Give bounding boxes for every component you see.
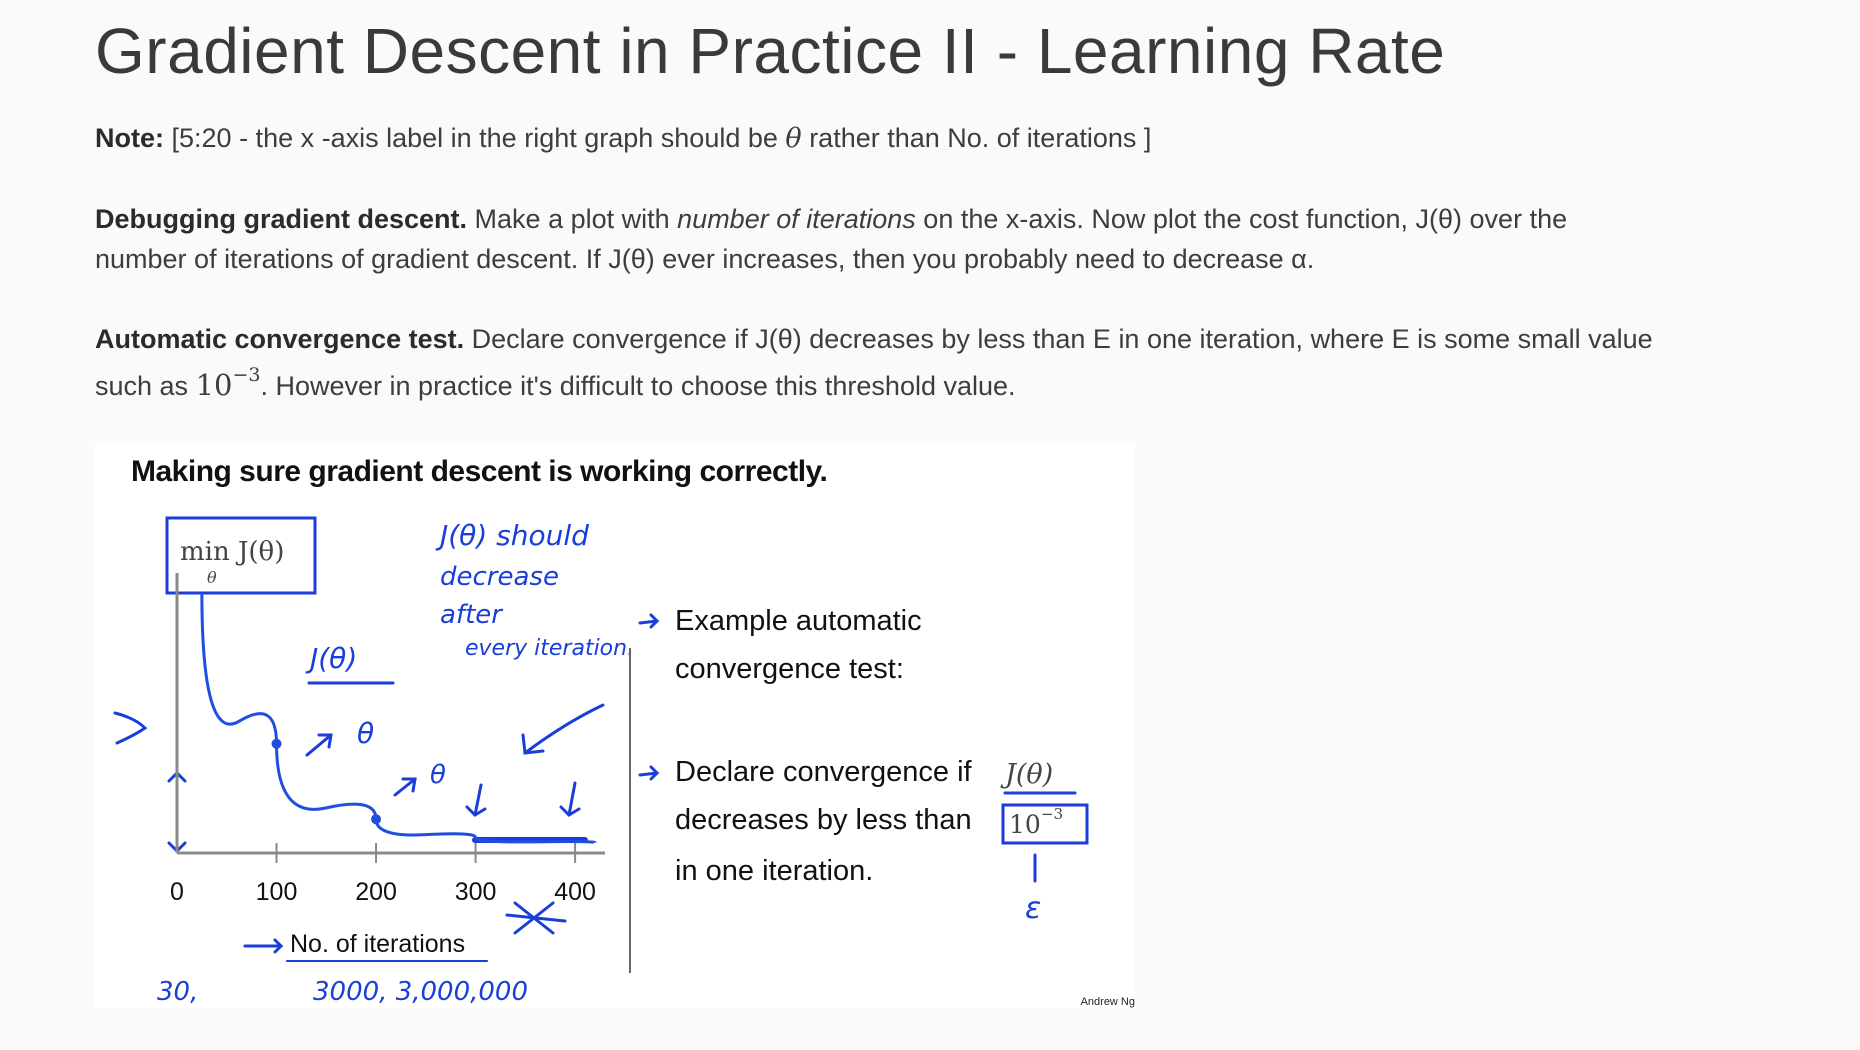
debugging-label: Debugging gradient descent. bbox=[95, 204, 468, 234]
x-tick-label: 400 bbox=[554, 878, 596, 906]
curve-point bbox=[371, 814, 382, 825]
right-arrow-2 bbox=[638, 771, 659, 777]
right-arrow-1-head bbox=[649, 613, 660, 629]
chart-axes bbox=[175, 573, 605, 855]
x-tick-label: 300 bbox=[455, 878, 497, 906]
handwritten-annotation: J(θ) should decrease after every iterati… bbox=[157, 519, 1041, 1007]
iterations-chart: 0 100 200 300 400 bbox=[170, 573, 605, 906]
note-text-before: [5:20 - the x -axis label in the right g… bbox=[171, 123, 778, 153]
hw-bottom: 30, bbox=[157, 977, 198, 1007]
hw-top-3: after bbox=[440, 600, 504, 630]
x-tick-label: 0 bbox=[170, 878, 184, 906]
hw-theta-2: θ bbox=[430, 760, 446, 790]
hw-top-1: J(θ) should bbox=[435, 519, 589, 552]
hw-theta-1: θ bbox=[357, 717, 374, 750]
debugging-emphasis: number of iterations bbox=[677, 204, 916, 234]
debugging-text-1: Make a plot with bbox=[474, 204, 670, 234]
hw-big-arrow-head bbox=[521, 733, 545, 755]
left-arrow-mark bbox=[113, 711, 148, 745]
convergence-label: Automatic convergence test. bbox=[95, 324, 465, 354]
convergence-base: 10 bbox=[195, 368, 233, 402]
debugging-paragraph: Debugging gradient descent. Make a plot … bbox=[95, 199, 1815, 279]
x-tick-label: 100 bbox=[256, 878, 298, 906]
hw-curve-label: J(θ) bbox=[305, 642, 357, 675]
hw-bottom-2: 3000, 3,000,000 bbox=[313, 977, 528, 1007]
cost-curve bbox=[200, 592, 597, 845]
min-j-sub: θ bbox=[207, 568, 217, 587]
x-tick-label: 200 bbox=[355, 878, 397, 906]
right-text-1: Example automatic bbox=[675, 605, 922, 637]
xlabel-arrow-head bbox=[273, 938, 284, 954]
right-text-5: in one iteration. bbox=[675, 855, 874, 887]
slide-heading: Making sure gradient descent is working … bbox=[131, 455, 828, 488]
note-text-after: rather than No. of iterations ] bbox=[809, 123, 1152, 153]
right-text-3: Declare convergence if bbox=[675, 756, 972, 788]
page-title: Gradient Descent in Practice II - Learni… bbox=[95, 15, 1446, 87]
convergence-text-3: . However in practice it's difficult to … bbox=[260, 371, 1016, 401]
right-text-2: convergence test: bbox=[675, 653, 904, 685]
right-text-4: decreases by less than bbox=[675, 804, 972, 836]
credit-text: Andrew Ng bbox=[1080, 996, 1135, 1008]
convergence-paragraph: Automatic convergence test. Declare conv… bbox=[95, 319, 1815, 406]
min-j-label: min J(θ) bbox=[180, 537, 284, 567]
xaxis-label: No. of iterations bbox=[290, 930, 466, 958]
right-arrow-1 bbox=[638, 619, 659, 625]
note-paragraph: Note: [5:20 - the x -axis label in the r… bbox=[95, 118, 1815, 159]
hw-big-arrow bbox=[523, 703, 605, 755]
curve-point bbox=[271, 738, 282, 749]
chart-series bbox=[200, 592, 597, 845]
right-arrow-2-head bbox=[649, 765, 660, 781]
right-math-j-theta: J(θ) bbox=[1000, 759, 1053, 790]
hw-arrow-2 bbox=[393, 777, 417, 797]
debugging-text-3: number of iterations of gradient descent… bbox=[95, 244, 1315, 274]
convergence-text-1: Declare convergence if J(θ) decreases by… bbox=[471, 324, 1653, 354]
hw-arrow-2-head bbox=[401, 777, 417, 793]
right-math-ten: 10 bbox=[1009, 810, 1041, 839]
hw-arrow-1 bbox=[305, 733, 333, 757]
hw-down-arrow-1 bbox=[473, 783, 483, 817]
hw-arrow-1-head bbox=[317, 733, 333, 749]
crossed-out-mark bbox=[505, 901, 567, 935]
ten-pow-box bbox=[1001, 803, 1089, 845]
slide-drawing: min J(θ) θ J(θ) should decrease after ev… bbox=[113, 516, 1089, 1007]
convergence-exponent: −3 bbox=[232, 364, 261, 386]
right-math-exp: −3 bbox=[1041, 805, 1063, 823]
hw-epsilon: ε bbox=[1025, 891, 1041, 926]
hw-top-4: every iteration. bbox=[465, 636, 634, 661]
hw-down-arrow-2-head bbox=[559, 805, 581, 817]
convergence-text-2: such as bbox=[95, 371, 189, 401]
note-theta: θ bbox=[785, 123, 802, 154]
debugging-text-2: on the x-axis. Now plot the cost functio… bbox=[923, 204, 1568, 234]
note-label: Note: bbox=[95, 123, 164, 153]
hw-down-arrow-1-head bbox=[465, 805, 487, 817]
lecture-slide-image: Making sure gradient descent is working … bbox=[95, 443, 1135, 1008]
chart-ticks: 0 100 200 300 400 bbox=[170, 843, 596, 906]
hw-down-arrow-2 bbox=[567, 781, 577, 817]
main-content: Gradient Descent in Practice II - Learni… bbox=[95, 0, 1815, 406]
min-j-box bbox=[165, 516, 317, 595]
hw-top-2: decrease bbox=[440, 562, 559, 592]
